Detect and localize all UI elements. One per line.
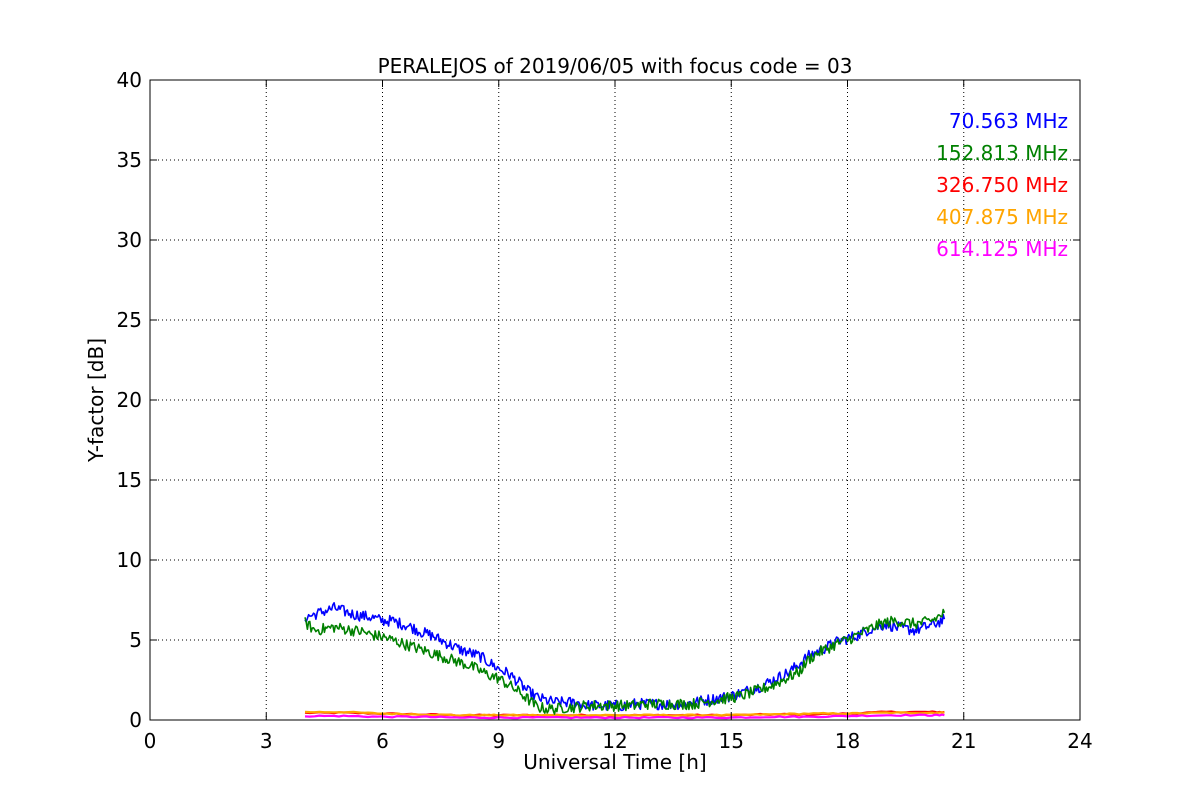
y-tick-label: 40 (117, 68, 142, 92)
grid (150, 80, 1080, 720)
y-tick-label: 0 (129, 708, 142, 732)
y-tick-label: 25 (117, 308, 142, 332)
y-axis-label: Y-factor [dB] (84, 338, 108, 463)
ticks (149, 79, 1081, 721)
x-tick-label: 18 (835, 729, 860, 753)
series-line-614-125-mhz (304, 713, 945, 720)
legend-entry: 70.563 MHz (949, 109, 1068, 133)
tick-labels: 0 3 6 9 12 15 18 21 24 0 5 10 15 20 25 30 35 40 (117, 68, 1093, 753)
x-tick-label: 9 (492, 729, 505, 753)
legend-entry: 152.813 MHz (936, 141, 1068, 165)
y-tick-label: 5 (129, 628, 142, 652)
x-tick-label: 6 (376, 729, 389, 753)
chart-title: PERALEJOS of 2019/06/05 with focus code … (378, 54, 853, 78)
series-line-407-875-mhz (304, 710, 945, 717)
x-tick-label: 15 (719, 729, 744, 753)
series-line-70-563-mhz (304, 602, 946, 712)
y-tick-label: 15 (117, 468, 142, 492)
y-tick-label: 35 (117, 148, 142, 172)
x-tick-label: 21 (951, 729, 976, 753)
legend-entry: 326.750 MHz (936, 173, 1068, 197)
x-tick-label: 3 (260, 729, 273, 753)
y-tick-label: 30 (117, 228, 142, 252)
x-tick-label: 24 (1067, 729, 1092, 753)
series-line-152-813-mhz (304, 608, 946, 715)
legend-entry: 614.125 MHz (936, 237, 1068, 261)
x-tick-label: 0 (144, 729, 157, 753)
series-layer (304, 602, 946, 720)
y-tick-label: 20 (117, 388, 142, 412)
y-tick-label: 10 (117, 548, 142, 572)
x-axis-label: Universal Time [h] (523, 750, 706, 774)
legend-entry: 407.875 MHz (936, 205, 1068, 229)
x-tick-label: 12 (602, 729, 627, 753)
legend: 70.563 MHz 152.813 MHz 326.750 MHz 407.875 … (936, 109, 1068, 261)
